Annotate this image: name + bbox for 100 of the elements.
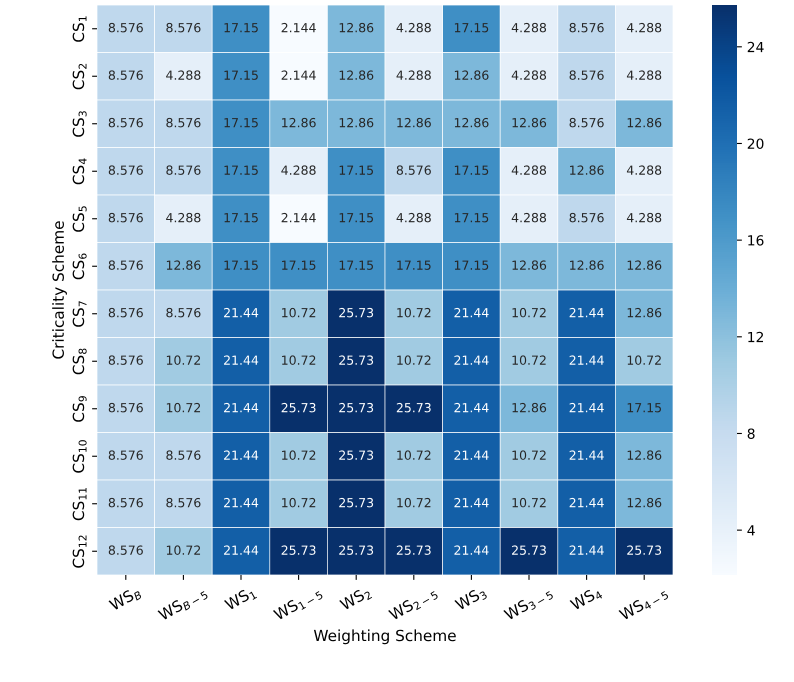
x-tick-label: WS$_{3−5}$ xyxy=(503,586,554,623)
data-label: 25.73 xyxy=(282,402,316,412)
data-label: 17.15 xyxy=(340,166,373,175)
data-label: 12.86 xyxy=(628,118,662,128)
data-label: 21.44 xyxy=(570,450,604,460)
y-axis-title: Criticality Scheme xyxy=(52,221,67,359)
data-label: 8.576 xyxy=(108,498,143,508)
data-label: 8.576 xyxy=(108,545,143,555)
x-tick-label: WS$_{2}$ xyxy=(339,586,372,613)
data-label: 8.576 xyxy=(570,118,604,128)
data-label: 17.15 xyxy=(340,260,373,270)
data-label: 12.86 xyxy=(628,498,662,508)
data-label: 8.576 xyxy=(396,165,431,175)
data-label: 25.73 xyxy=(339,308,374,318)
data-label: 8.576 xyxy=(570,22,604,32)
data-label: 10.72 xyxy=(512,308,546,318)
data-label: 12.86 xyxy=(454,118,489,128)
x-axis-title: Weighting Scheme xyxy=(314,629,456,644)
data-label: 21.44 xyxy=(224,498,258,508)
data-label: 21.44 xyxy=(454,450,489,460)
data-label: 4.288 xyxy=(166,212,200,222)
y-tick-label: CS$_{12}$ xyxy=(72,536,86,568)
color-bar-label: 16 xyxy=(748,235,764,246)
data-label: 17.15 xyxy=(282,260,316,270)
data-label: 25.73 xyxy=(282,545,316,555)
data-label: 4.288 xyxy=(396,212,431,222)
data-label: 21.44 xyxy=(224,450,258,460)
data-label: 10.72 xyxy=(512,498,546,508)
data-label: 17.15 xyxy=(224,23,258,32)
data-label: 8.576 xyxy=(166,498,201,508)
data-label: 12.86 xyxy=(512,118,546,128)
data-label: 17.15 xyxy=(224,260,258,270)
data-label: 10.72 xyxy=(397,498,430,508)
y-tick-label: CS$_{7}$ xyxy=(72,301,86,327)
data-label: 17.15 xyxy=(224,70,258,80)
data-label: 12.86 xyxy=(397,118,431,128)
data-label: 10.72 xyxy=(166,402,200,412)
data-label: 10.72 xyxy=(512,355,546,365)
data-label: 12.86 xyxy=(512,260,546,270)
data-label: 8.576 xyxy=(108,118,143,128)
data-label: 10.72 xyxy=(282,308,316,318)
data-label: 21.44 xyxy=(570,355,604,365)
data-label: 25.73 xyxy=(339,450,374,460)
data-label: 2.144 xyxy=(282,70,316,80)
data-label: 17.15 xyxy=(224,118,258,128)
data-label: 10.72 xyxy=(282,450,316,460)
data-label: 21.44 xyxy=(224,308,258,318)
data-label: 21.44 xyxy=(570,498,604,508)
data-label: 10.72 xyxy=(512,450,546,460)
y-tick-label: CS$_{1}$ xyxy=(72,16,86,42)
data-label: 8.576 xyxy=(570,70,604,80)
y-tick-label: CS$_{5}$ xyxy=(72,206,87,232)
data-label: 2.144 xyxy=(282,212,316,222)
y-tick-label: CS$_{2}$ xyxy=(72,64,86,90)
data-label: 17.15 xyxy=(454,166,488,175)
data-label: 4.288 xyxy=(626,165,662,175)
data-label: 21.44 xyxy=(224,402,258,412)
color-bar-label: 12 xyxy=(748,332,764,342)
data-label: 8.576 xyxy=(108,212,143,222)
data-label: 12.86 xyxy=(340,118,374,128)
y-tick-label: CS$_{10}$ xyxy=(72,440,87,473)
x-tick-label: WS$_{B}$ xyxy=(108,585,142,614)
data-label: 21.44 xyxy=(570,308,604,318)
y-tick-label: CS$_{4}$ xyxy=(72,158,86,184)
data-label: 8.576 xyxy=(108,22,143,32)
data-label: 4.288 xyxy=(512,212,546,222)
data-label: 12.86 xyxy=(454,70,489,80)
data-label: 10.72 xyxy=(628,355,661,365)
data-label: 17.15 xyxy=(454,260,488,270)
data-label: 21.44 xyxy=(454,355,489,365)
color-bar-label: 24 xyxy=(748,42,764,52)
data-label: 8.576 xyxy=(108,70,143,80)
data-label: 4.288 xyxy=(626,212,662,222)
data-label: 17.15 xyxy=(454,23,488,32)
data-label: 12.86 xyxy=(340,70,374,80)
data-label: 2.144 xyxy=(282,22,316,32)
color-bar-label: 8 xyxy=(748,428,755,439)
data-label: 8.576 xyxy=(108,450,143,460)
data-label: 4.288 xyxy=(512,22,546,32)
data-label: 17.15 xyxy=(628,403,661,412)
data-label: 4.288 xyxy=(396,22,431,32)
data-label: 21.44 xyxy=(570,402,604,412)
data-label: 8.576 xyxy=(570,212,604,222)
data-label: 21.44 xyxy=(454,498,489,508)
x-tick-label: WS$_{2−5}$ xyxy=(388,586,439,623)
data-label: 12.86 xyxy=(340,22,374,32)
data-label: 17.15 xyxy=(224,166,258,175)
y-tick-label: CS$_{6}$ xyxy=(72,254,87,280)
data-label: 10.72 xyxy=(166,545,200,555)
data-label: 8.576 xyxy=(166,22,201,32)
data-label: 25.73 xyxy=(512,545,546,555)
data-label: 4.288 xyxy=(626,22,662,32)
data-label: 8.576 xyxy=(108,355,143,365)
data-label: 10.72 xyxy=(166,355,200,365)
data-label: 4.288 xyxy=(281,165,316,175)
color-bar-label: 4 xyxy=(747,525,755,536)
x-tick-label: WS$_{4}$ xyxy=(569,585,603,613)
data-label: 4.288 xyxy=(396,70,431,80)
x-tick-label: WS$_{1−5}$ xyxy=(272,586,324,623)
x-tick-label: WS$_{4−5}$ xyxy=(618,586,669,623)
